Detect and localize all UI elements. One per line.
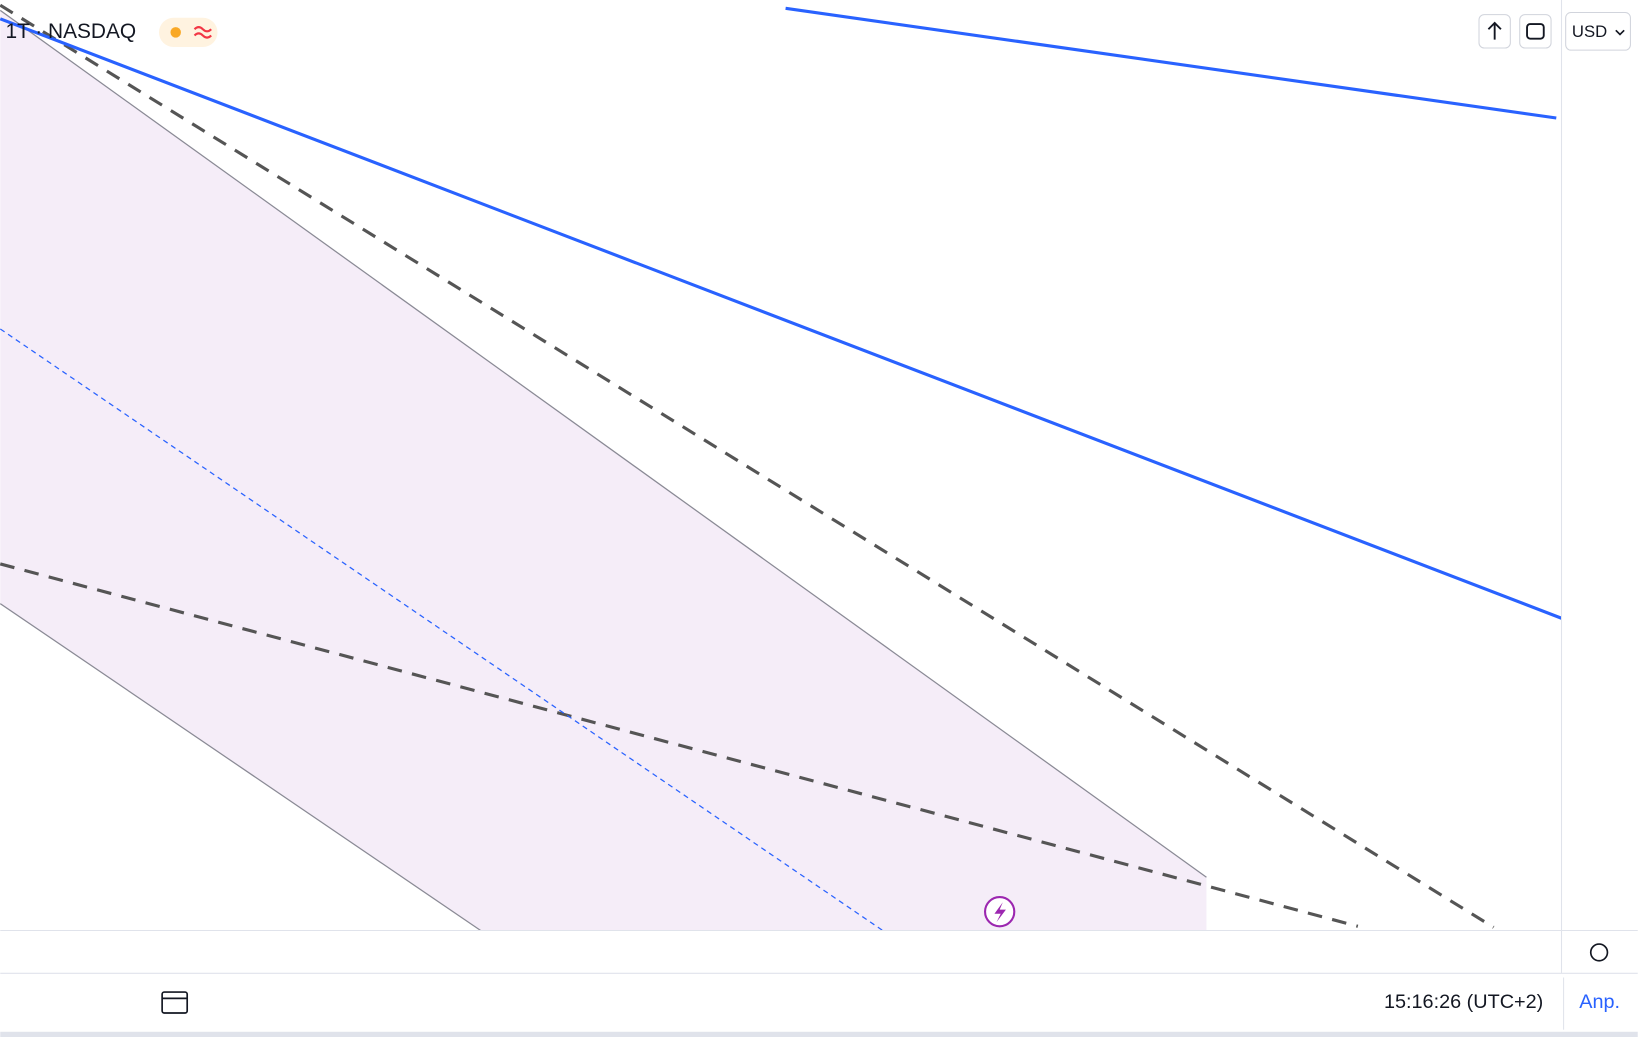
chevron [1615,29,1625,36]
settings-icon[interactable] [1589,943,1609,962]
clock: 15:16:26 (UTC+2) [1384,991,1543,1013]
trend-line [0,3,1495,929]
channel-line [0,9,1207,878]
channel-line [0,603,481,931]
symbol: 1T · NASDAQ [5,20,136,43]
sun-icon [170,27,181,38]
button[interactable] [1519,14,1552,49]
session-badge [158,17,218,47]
currency: USD [1572,22,1607,41]
up-icon [1487,21,1502,40]
scale-button[interactable]: Anp. [1579,991,1620,1013]
footer-edge [0,1031,1638,1037]
trend-line [785,6,1557,120]
currency-button[interactable] [1565,12,1631,51]
trend-line [0,17,1563,620]
channel-fill [0,10,1207,931]
fullscreen-icon [1526,23,1545,40]
approx-icon [193,26,212,39]
lightning [994,902,1006,923]
calendar-icon[interactable] [161,991,189,1014]
trend-line [0,562,1359,928]
